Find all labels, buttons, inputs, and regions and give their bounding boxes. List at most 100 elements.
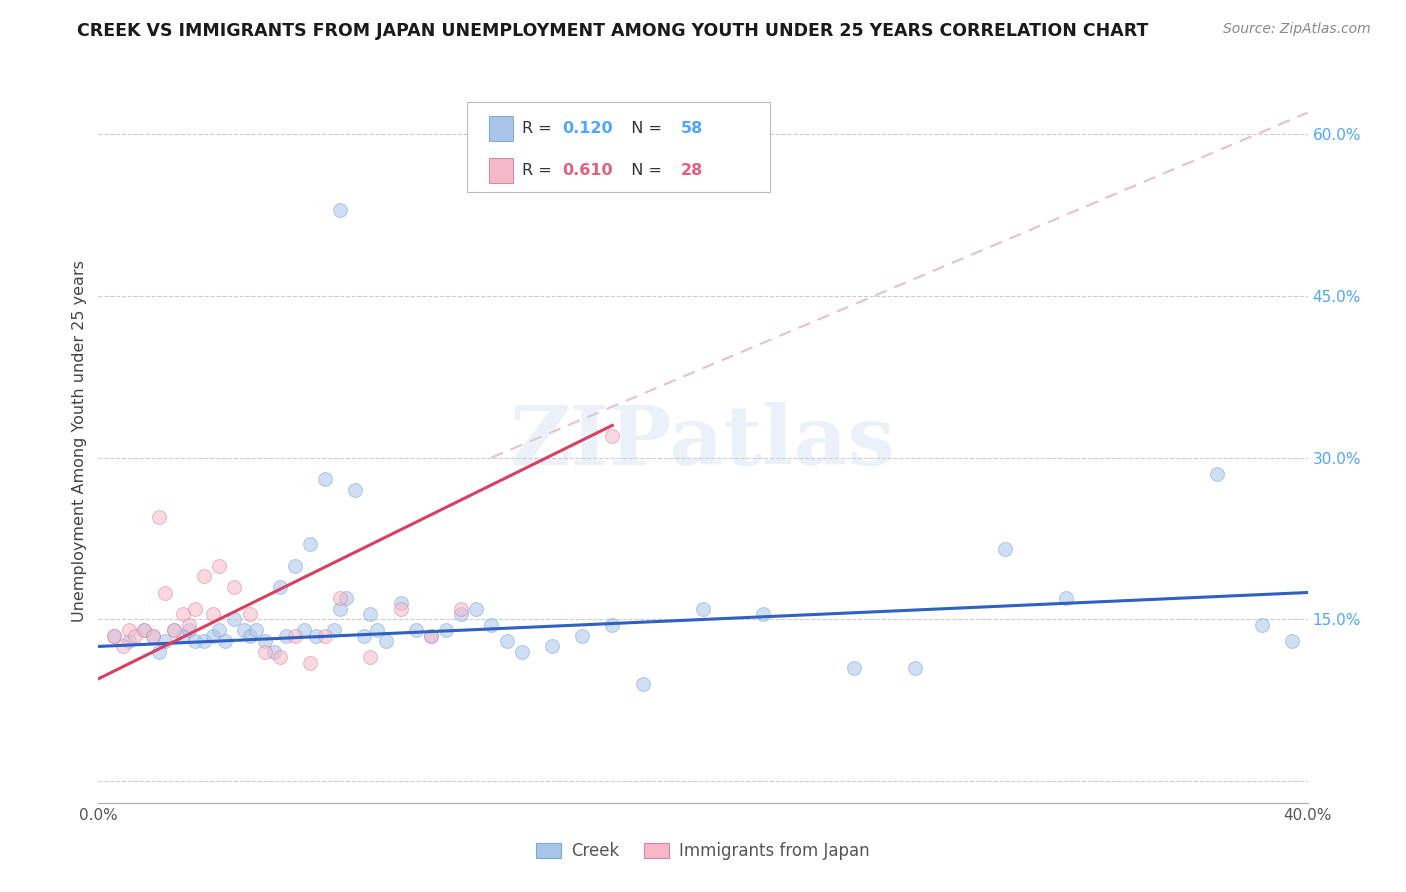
Point: [148, 645, 170, 659]
Point: [284, 558, 307, 573]
Point: [510, 645, 533, 659]
Point: [299, 537, 322, 551]
Point: [366, 624, 388, 638]
Point: [465, 601, 488, 615]
Text: 0.610: 0.610: [562, 163, 613, 178]
Point: [142, 629, 165, 643]
Point: [329, 601, 352, 615]
Text: N =: N =: [621, 121, 666, 136]
Point: [224, 612, 246, 626]
Point: [118, 634, 141, 648]
Point: [208, 624, 231, 638]
Point: [263, 645, 285, 659]
Point: [314, 472, 336, 486]
Point: [360, 607, 382, 621]
Point: [284, 629, 307, 643]
Point: [329, 591, 352, 605]
Point: [360, 650, 382, 665]
Text: 58: 58: [682, 121, 703, 136]
Point: [193, 569, 215, 583]
Point: [118, 624, 141, 638]
Point: [179, 624, 201, 638]
Point: [314, 629, 336, 643]
Point: [142, 629, 165, 643]
Point: [1206, 467, 1229, 481]
Point: [274, 629, 297, 643]
Legend: Creek, Immigrants from Japan: Creek, Immigrants from Japan: [530, 836, 876, 867]
Point: [299, 656, 322, 670]
Point: [420, 629, 443, 643]
Point: [172, 607, 194, 621]
Point: [1251, 618, 1274, 632]
Point: [571, 629, 593, 643]
Point: [111, 640, 134, 654]
Point: [132, 624, 155, 638]
Point: [132, 624, 155, 638]
Y-axis label: Unemployment Among Youth under 25 years: Unemployment Among Youth under 25 years: [72, 260, 87, 623]
Point: [179, 618, 201, 632]
Point: [184, 601, 207, 615]
Point: [389, 596, 412, 610]
Point: [153, 634, 176, 648]
Point: [450, 601, 472, 615]
Point: [602, 618, 624, 632]
Point: [994, 542, 1017, 557]
Point: [292, 624, 315, 638]
Point: [208, 558, 231, 573]
Point: [692, 601, 714, 615]
Point: [239, 629, 262, 643]
Point: [103, 629, 125, 643]
Point: [124, 629, 146, 643]
Point: [344, 483, 367, 497]
Bar: [489, 116, 513, 141]
Point: [253, 645, 276, 659]
Text: ZIPatlas: ZIPatlas: [510, 401, 896, 482]
Text: CREEK VS IMMIGRANTS FROM JAPAN UNEMPLOYMENT AMONG YOUTH UNDER 25 YEARS CORRELATI: CREEK VS IMMIGRANTS FROM JAPAN UNEMPLOYM…: [77, 22, 1149, 40]
Point: [450, 607, 472, 621]
Point: [405, 624, 427, 638]
Point: [481, 618, 503, 632]
Point: [329, 202, 352, 217]
Point: [163, 624, 186, 638]
Text: Source: ZipAtlas.com: Source: ZipAtlas.com: [1223, 22, 1371, 37]
Point: [103, 629, 125, 643]
Point: [269, 580, 291, 594]
Point: [335, 591, 357, 605]
Point: [245, 624, 267, 638]
Point: [193, 634, 215, 648]
Point: [602, 429, 624, 443]
Text: N =: N =: [621, 163, 666, 178]
Point: [353, 629, 375, 643]
Point: [1281, 634, 1303, 648]
Point: [202, 607, 225, 621]
Point: [253, 634, 276, 648]
Point: [224, 580, 246, 594]
Point: [631, 677, 654, 691]
Text: R =: R =: [522, 121, 557, 136]
Point: [172, 629, 194, 643]
Point: [420, 629, 443, 643]
Text: 28: 28: [682, 163, 703, 178]
Point: [269, 650, 291, 665]
Point: [148, 510, 170, 524]
Text: 0.120: 0.120: [562, 121, 613, 136]
Point: [434, 624, 457, 638]
Point: [239, 607, 262, 621]
Point: [904, 661, 927, 675]
Point: [153, 585, 176, 599]
Point: [214, 634, 236, 648]
FancyBboxPatch shape: [467, 102, 769, 193]
Point: [163, 624, 186, 638]
Point: [374, 634, 396, 648]
Point: [389, 601, 412, 615]
Text: R =: R =: [522, 163, 557, 178]
Point: [1054, 591, 1077, 605]
Point: [752, 607, 775, 621]
Point: [305, 629, 328, 643]
Bar: [489, 158, 513, 183]
Point: [323, 624, 346, 638]
Point: [844, 661, 866, 675]
Point: [202, 629, 225, 643]
Point: [540, 640, 562, 654]
Point: [184, 634, 207, 648]
